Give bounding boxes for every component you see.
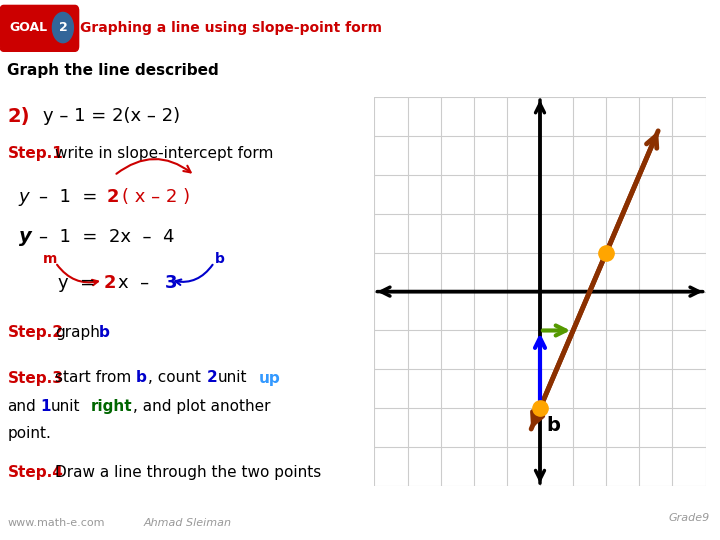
Text: b: b — [99, 325, 110, 340]
Text: y – 1 = 2(x – 2): y – 1 = 2(x – 2) — [43, 107, 180, 125]
Text: Draw a line through the two points: Draw a line through the two points — [55, 465, 322, 480]
Text: m: m — [43, 252, 58, 266]
Text: , and plot another: , and plot another — [133, 399, 271, 414]
Text: start from: start from — [55, 370, 132, 386]
Text: –  1  =: – 1 = — [40, 188, 98, 206]
Text: unit: unit — [50, 399, 80, 414]
Text: right: right — [91, 399, 132, 414]
Text: point.: point. — [7, 426, 51, 441]
Text: b: b — [546, 416, 560, 435]
Text: Graph the line described: Graph the line described — [7, 63, 219, 78]
Text: 2: 2 — [207, 370, 217, 386]
Text: 1: 1 — [40, 399, 51, 414]
Circle shape — [53, 12, 73, 43]
FancyBboxPatch shape — [0, 5, 78, 51]
Text: –  1  =  2x  –  4: – 1 = 2x – 4 — [40, 227, 175, 246]
Text: 2: 2 — [58, 21, 67, 34]
Text: y: y — [19, 188, 30, 206]
Text: Graphing a line using slope-point form: Graphing a line using slope-point form — [81, 21, 382, 35]
Text: b: b — [136, 370, 147, 386]
Text: , count: , count — [148, 370, 201, 386]
Text: b: b — [215, 252, 225, 266]
Text: up: up — [259, 370, 281, 386]
Text: x  –: x – — [118, 274, 161, 292]
Text: Ahmad Sleiman: Ahmad Sleiman — [143, 518, 231, 528]
Text: and: and — [7, 399, 36, 414]
Text: ( x – 2 ): ( x – 2 ) — [122, 188, 190, 206]
Text: y: y — [19, 227, 32, 246]
Text: graph: graph — [55, 325, 100, 340]
Text: 2: 2 — [107, 188, 120, 206]
Text: www.math-e.com: www.math-e.com — [7, 518, 105, 528]
Text: GOAL: GOAL — [9, 21, 48, 34]
Text: 2: 2 — [104, 274, 117, 292]
Text: Step.2: Step.2 — [7, 325, 63, 340]
Text: unit: unit — [218, 370, 248, 386]
Text: Step.3: Step.3 — [7, 370, 63, 386]
Text: 2): 2) — [7, 106, 30, 126]
Text: 3: 3 — [165, 274, 177, 292]
Text: Step.1: Step.1 — [7, 146, 63, 161]
Text: Grade9: Grade9 — [668, 514, 710, 523]
Text: write in slope-intercept form: write in slope-intercept form — [55, 146, 274, 161]
Text: y  =: y = — [58, 274, 107, 292]
Text: Step.4: Step.4 — [7, 465, 63, 480]
